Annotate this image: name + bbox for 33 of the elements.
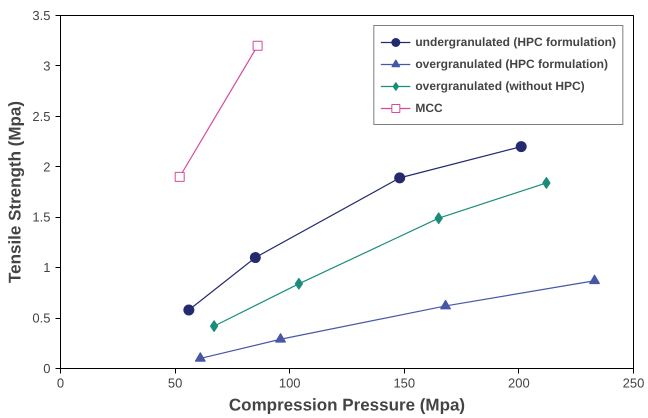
x-tick-label: 50 [168,376,182,390]
legend-label: overgranulated (without HPC) [415,79,585,93]
y-tick-label: 0.5 [32,310,51,326]
x-tick-label: 0 [56,376,64,390]
point [275,332,286,343]
point [250,252,261,264]
legend-label: overgranulated (HPC formulation) [415,57,608,71]
x-tick-label: 150 [393,376,416,390]
point [294,278,304,290]
y-tick-label: 0 [43,361,51,376]
y-tick-label: 2 [43,159,51,174]
point [394,172,406,184]
point [194,352,206,362]
legend-label: MCC [415,101,443,115]
point [210,320,218,332]
x-tick-label: 200 [508,376,530,390]
y-tick-label: 3 [43,58,51,74]
point [183,304,194,316]
legend-label: undergranulated (HPC formulation) [415,35,616,49]
point [542,176,551,189]
point [174,172,185,182]
point [440,300,452,310]
y-axis-title: Tensile Strength (Mpa) [5,101,24,283]
y-tick-label: 3.5 [32,8,51,23]
x-tick-label: 100 [278,376,301,390]
y-tick-label: 1.5 [32,210,51,225]
y-tick-label: 1 [43,260,51,276]
point [516,141,527,152]
point [589,274,600,284]
x-axis-title: Compression Pressure (Mpa) [228,396,466,414]
x-tick-label: 250 [622,376,644,390]
point [252,40,263,51]
y-tick-label: 2.5 [32,108,51,124]
